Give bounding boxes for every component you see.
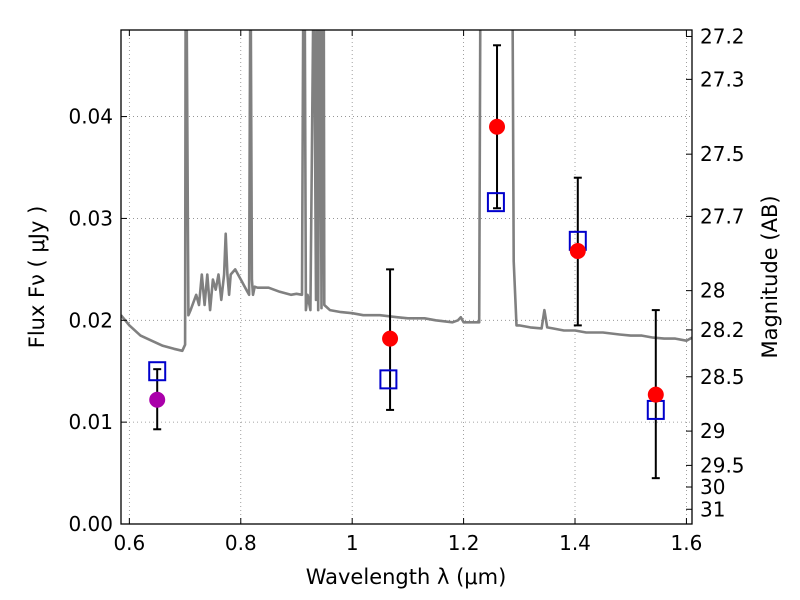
magnitude-tick-label: 31 — [700, 497, 725, 521]
magnitude-axis-label: Magnitude (AB) — [758, 195, 782, 358]
model-point-square — [486, 192, 505, 213]
x-tick-label: 0.6 — [113, 531, 145, 555]
magnitude-tick-label: 27.7 — [700, 204, 745, 228]
magnitude-tick-label: 28.2 — [700, 318, 745, 342]
observed-point — [647, 386, 664, 403]
x-tick-label: 0.8 — [225, 531, 257, 555]
observed-point — [489, 118, 506, 135]
spectrum-line — [121, 30, 692, 353]
x-tick-label: 1.2 — [448, 531, 480, 555]
model-point-square — [148, 361, 167, 382]
x-tick-label: 1.4 — [559, 531, 591, 555]
observed-point — [569, 243, 586, 260]
magnitude-tick-label: 27.2 — [700, 24, 745, 48]
magnitude-tick-label: 28 — [700, 279, 725, 303]
y-axis-ticks: 0.00 0.01 0.02 0.03 0.04 — [68, 105, 127, 536]
magnitude-tick-label: 27.3 — [700, 67, 745, 91]
observed-point — [149, 391, 166, 408]
model-spectrum — [121, 30, 692, 353]
x-tick-label: 1.6 — [671, 531, 703, 555]
magnitude-tick-label: 29 — [700, 419, 725, 443]
x-axis-ticks: 0.6 0.8 1 1.2 1.4 1.6 — [113, 30, 702, 555]
model-point-square — [379, 369, 398, 390]
magnitude-tick-label: 29.5 — [700, 453, 745, 477]
x-axis-label: Wavelength λ (μm) — [306, 565, 507, 589]
y-axis-label: Flux Fν ( μJy ) — [25, 206, 49, 349]
y-tick-label: 0.04 — [68, 105, 113, 129]
plot-frame — [120, 29, 693, 525]
x-tick-label: 1 — [346, 531, 359, 555]
y-tick-label: 0.01 — [68, 410, 113, 434]
y-tick-label: 0.00 — [68, 512, 113, 536]
magnitude-tick-label: 28.5 — [700, 365, 745, 389]
magnitude-tick-label: 27.5 — [700, 142, 745, 166]
observed-points — [149, 118, 664, 408]
observed-point — [382, 330, 399, 347]
y-tick-label: 0.02 — [68, 308, 113, 332]
y-tick-label: 0.03 — [68, 206, 113, 230]
magnitude-tick-label: 30 — [700, 475, 725, 499]
